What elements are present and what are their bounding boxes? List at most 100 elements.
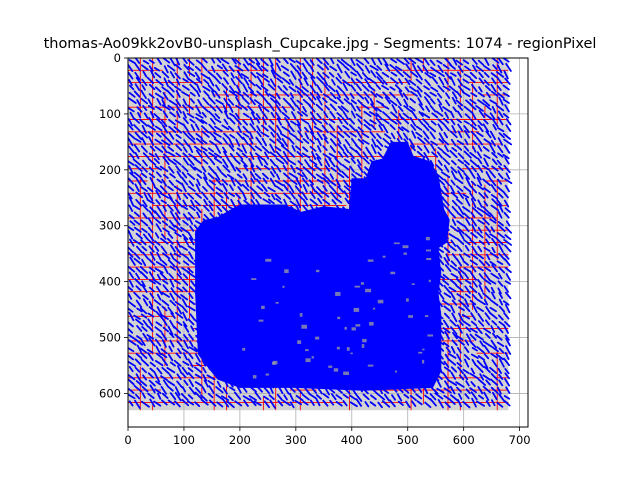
- orientation-glyph: [497, 211, 503, 219]
- orientation-glyph: [497, 172, 504, 180]
- orientation-glyph: [156, 367, 163, 375]
- orientation-glyph: [242, 63, 250, 72]
- orientation-glyph: [449, 385, 456, 395]
- orientation-glyph: [156, 118, 163, 125]
- orientation-glyph: [437, 247, 445, 253]
- orientation-glyph: [477, 59, 485, 66]
- orientation-glyph: [183, 139, 190, 147]
- orientation-glyph: [187, 258, 196, 265]
- orientation-glyph: [402, 112, 410, 119]
- orientation-glyph: [442, 139, 450, 146]
- orientation-glyph: [322, 145, 328, 151]
- orientation-glyph: [215, 386, 224, 394]
- orientation-glyph: [364, 78, 371, 88]
- orientation-glyph: [147, 131, 154, 137]
- orientation-glyph: [169, 58, 176, 67]
- orientation-glyph: [180, 226, 189, 233]
- orientation-glyph: [169, 71, 175, 79]
- orientation-glyph: [355, 393, 363, 402]
- orientation-glyph: [375, 107, 382, 113]
- orientation-glyph: [169, 278, 175, 288]
- orientation-glyph: [154, 138, 163, 145]
- orientation-glyph: [322, 93, 330, 99]
- orientation-glyph: [142, 251, 149, 260]
- orientation-glyph: [497, 145, 504, 154]
- orientation-glyph: [357, 164, 364, 173]
- orientation-glyph: [401, 126, 410, 133]
- orientation-glyph: [348, 64, 357, 73]
- orientation-glyph: [422, 130, 430, 140]
- orientation-glyph: [355, 113, 363, 120]
- orientation-glyph: [482, 99, 491, 107]
- orientation-glyph: [182, 273, 189, 280]
- orientation-glyph: [160, 132, 169, 141]
- orientation-glyph: [261, 172, 269, 180]
- orientation-glyph: [314, 190, 323, 199]
- orientation-glyph: [200, 394, 208, 402]
- orientation-glyph: [356, 63, 364, 72]
- orientation-glyph: [194, 391, 203, 400]
- orientation-glyph: [221, 63, 229, 72]
- orientation-glyph: [503, 285, 509, 293]
- orientation-glyph: [301, 393, 310, 401]
- orientation-glyph: [169, 299, 177, 307]
- orientation-glyph: [227, 125, 235, 132]
- orientation-glyph: [448, 358, 457, 366]
- orientation-glyph: [296, 119, 301, 126]
- orientation-glyph: [455, 278, 463, 285]
- y-tick-label: 0: [114, 51, 121, 65]
- orientation-glyph: [477, 99, 485, 106]
- orientation-glyph: [209, 104, 217, 112]
- orientation-glyph: [502, 98, 510, 104]
- orientation-glyph: [503, 395, 511, 400]
- orientation-glyph: [186, 271, 196, 278]
- orientation-glyph: [282, 164, 288, 172]
- orientation-glyph: [141, 137, 147, 146]
- orientation-glyph: [450, 304, 456, 314]
- orientation-glyph: [415, 78, 423, 85]
- orientation-glyph: [156, 205, 163, 214]
- orientation-glyph: [301, 71, 308, 80]
- orientation-glyph: [490, 193, 499, 200]
- orientation-glyph: [283, 192, 292, 200]
- orientation-glyph: [169, 173, 176, 179]
- orientation-glyph: [235, 112, 240, 120]
- orientation-glyph: [410, 110, 418, 120]
- orientation-glyph: [234, 116, 242, 126]
- orientation-glyph: [361, 84, 370, 92]
- orientation-glyph: [183, 71, 190, 81]
- orientation-glyph: [443, 387, 452, 394]
- orientation-glyph: [189, 285, 196, 293]
- orientation-glyph: [456, 212, 465, 219]
- orientation-glyph: [183, 334, 189, 341]
- orientation-glyph: [133, 219, 141, 226]
- orientation-glyph: [357, 118, 363, 126]
- orientation-glyph: [187, 245, 197, 253]
- orientation-glyph: [201, 125, 210, 134]
- orientation-glyph: [275, 58, 281, 64]
- orientation-glyph: [227, 98, 235, 106]
- orientation-glyph: [175, 90, 181, 98]
- dense-speckle: [305, 358, 311, 363]
- dense-speckle: [360, 282, 364, 285]
- orientation-glyph: [174, 246, 182, 255]
- orientation-glyph: [142, 212, 148, 220]
- orientation-glyph: [489, 260, 497, 267]
- orientation-glyph: [174, 391, 182, 402]
- orientation-glyph: [213, 76, 221, 84]
- orientation-glyph: [296, 137, 304, 144]
- orientation-glyph: [336, 63, 343, 74]
- orientation-glyph: [156, 251, 162, 262]
- orientation-glyph: [270, 166, 277, 175]
- orientation-glyph: [235, 76, 243, 85]
- orientation-glyph: [490, 386, 499, 395]
- orientation-glyph: [230, 198, 236, 208]
- orientation-glyph: [423, 124, 430, 132]
- orientation-glyph: [336, 198, 343, 204]
- orientation-glyph: [203, 213, 210, 220]
- orientation-glyph: [194, 200, 201, 207]
- orientation-glyph: [140, 172, 148, 179]
- orientation-glyph: [457, 399, 462, 408]
- orientation-glyph: [241, 152, 248, 159]
- orientation-glyph: [230, 177, 236, 187]
